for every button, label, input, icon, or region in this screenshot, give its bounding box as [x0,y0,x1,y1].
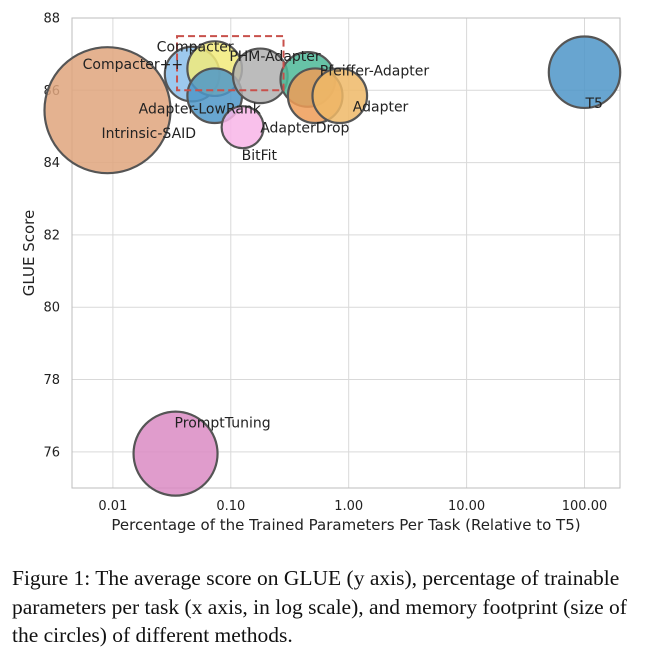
highlight-box [176,35,285,92]
y-tick-label: 76 [43,445,60,460]
label-phm-adapter: PHM-Adapter [229,49,321,65]
point-prompttuning [132,410,219,497]
y-tick-label: 78 [43,373,60,388]
y-tick-label: 84 [43,156,60,171]
label-adapter-lowrank: Adapter-LowRank [139,102,262,118]
data-points [43,35,622,497]
label-t5: T5 [585,96,603,112]
point-bitfit [220,105,265,150]
point-adapter [311,67,369,125]
point-t5 [547,35,622,110]
y-tick-label: 88 [43,12,60,27]
x-tick-label: 0.10 [216,499,245,514]
x-tick-label: 1.00 [334,499,363,514]
point-labels: Intrinsic-SAID PromptTuning Compacter++Com… [83,40,603,432]
label-compacter: Compacter++ [83,57,183,73]
label-pfeiffer-adapter: Pfeiffer-Adapter [320,63,430,79]
x-tick-label: 0.01 [98,499,127,514]
plot-frame [71,17,621,489]
y-axis-title: GLUE Score [20,210,38,296]
label-compacter: Compacter [157,40,234,56]
figure-caption: Figure 1: The average score on GLUE (y a… [12,566,627,647]
x-tick-label: 10.00 [448,499,485,514]
label-prompttuning: PromptTuning [175,416,271,432]
label-adapterdrop: AdapterDrop [260,121,349,137]
label-bitfit: BitFit [242,148,278,164]
x-tick-label: 100.00 [562,499,608,514]
label-intrinsic-said: Intrinsic-SAID [101,126,196,142]
point-intrinsic-said [43,46,172,175]
y-tick-label: 80 [43,301,60,316]
x-axis-title: Percentage of the Trained Parameters Per… [111,516,580,534]
y-tick-label: 82 [43,228,60,243]
label-adapter: Adapter [353,100,409,116]
